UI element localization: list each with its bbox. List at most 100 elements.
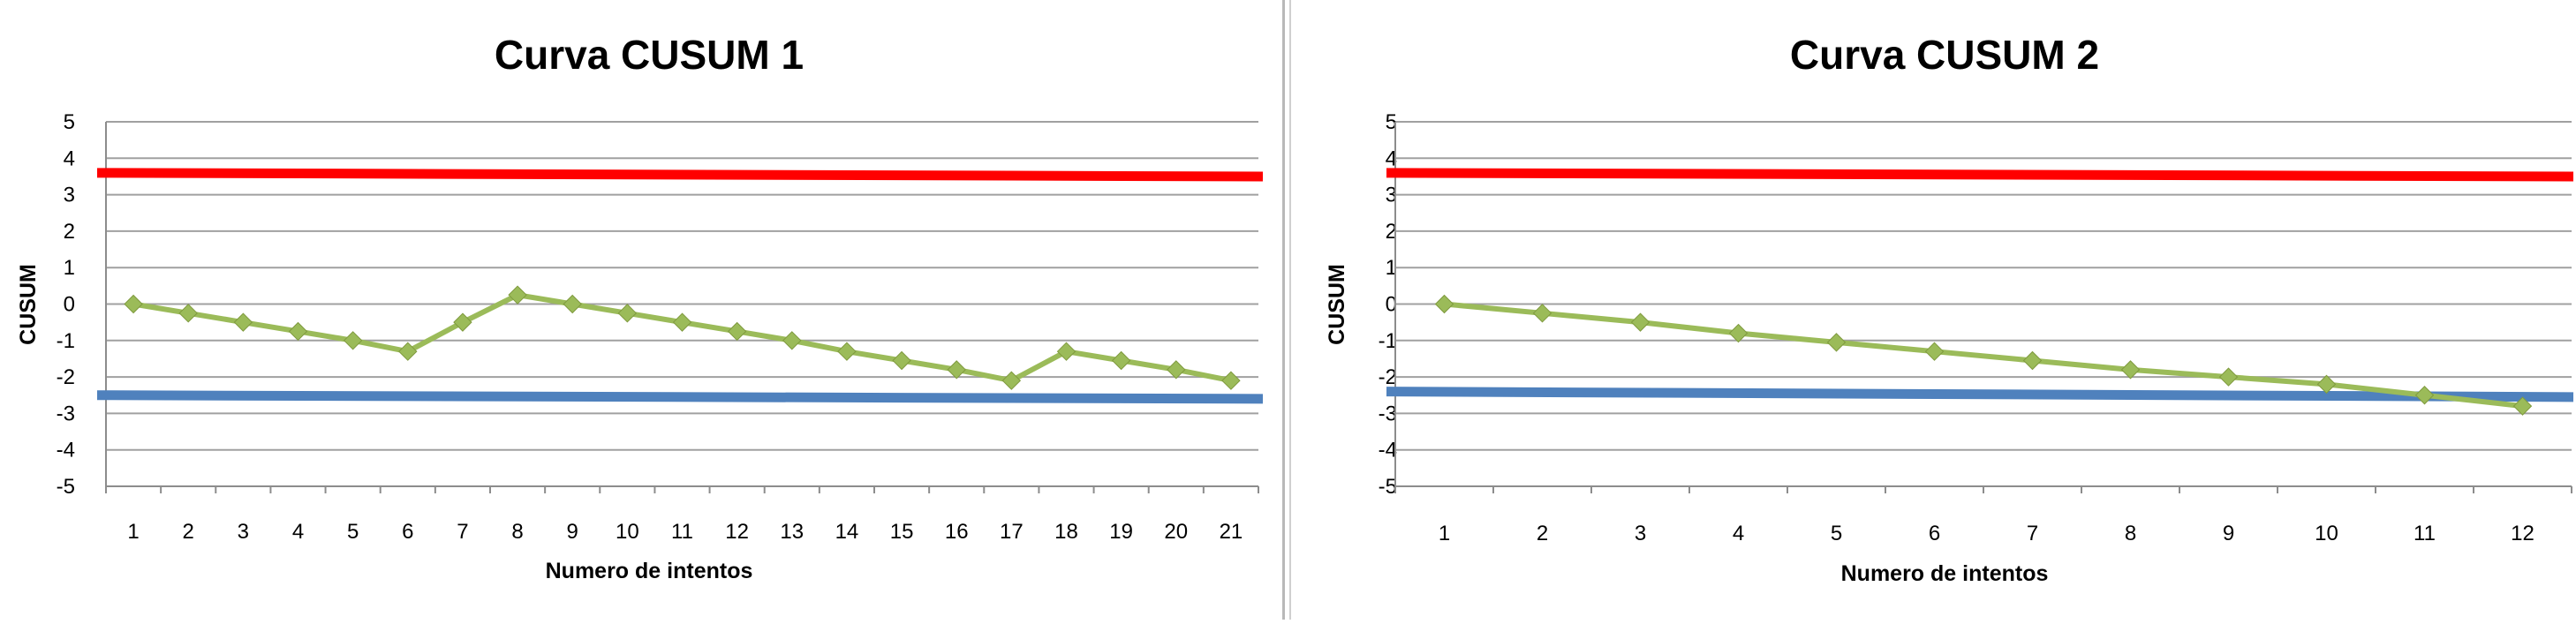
data-point — [1434, 294, 1454, 314]
x-tick-label: 12 — [725, 520, 749, 544]
x-tick-label: 13 — [780, 520, 804, 544]
x-tick-label: 3 — [1635, 522, 1646, 545]
data-point — [1826, 333, 1847, 352]
x-tick-label: 9 — [567, 520, 578, 544]
data-point — [124, 294, 143, 314]
x-tick-label: 5 — [1831, 522, 1842, 545]
x-tick-label: 10 — [2315, 522, 2338, 545]
data-point — [288, 321, 308, 342]
data-point — [563, 294, 582, 314]
data-point — [2512, 396, 2533, 416]
data-point — [727, 321, 747, 342]
y-tick-label: -2 — [1379, 365, 1397, 389]
x-tick-label: 7 — [2027, 522, 2038, 545]
y-tick-label: -3 — [57, 402, 75, 425]
x-tick-label: 5 — [347, 520, 359, 544]
data-point — [1221, 371, 1241, 390]
data-point — [617, 304, 638, 323]
data-point — [178, 304, 198, 323]
y-tick-label: -1 — [1379, 329, 1397, 353]
data-point — [398, 342, 418, 361]
y-tick-label: -2 — [57, 365, 75, 389]
data-point — [343, 331, 363, 350]
x-tick-label: 4 — [292, 520, 304, 544]
x-tick-label: 7 — [457, 520, 468, 544]
y-tick-label: -1 — [57, 329, 75, 353]
chart-panel-2: Curva CUSUM 2 5 4 3 2 1 0 -1 -2 -3 -4 -5 1 2 3 4 5 6 7 8 9 10… — [1289, 0, 2576, 620]
data-point — [2218, 367, 2239, 387]
y-tick-label: 3 — [1386, 184, 1397, 207]
x-tick-label: 2 — [183, 520, 194, 544]
data-point — [1001, 371, 1022, 390]
x-tick-label: 9 — [2223, 522, 2234, 545]
lower-limit-line — [1386, 387, 2574, 402]
y-tick-label: -4 — [1379, 439, 1397, 462]
data-point — [2120, 360, 2141, 380]
data-point — [672, 312, 692, 332]
x-tick-label: 8 — [2125, 522, 2136, 545]
chart-panel-1: Curva CUSUM 1 5 4 3 2 1 0 -1 -2 -3 -4 -5 1 2 3 4 5 6 7 8 9 10… — [0, 0, 1285, 620]
data-point — [1167, 360, 1186, 380]
y-tick-label: 4 — [64, 147, 75, 170]
x-tick-label: 20 — [1164, 520, 1188, 544]
series-line — [1444, 301, 2523, 410]
x-tick-label: 10 — [616, 520, 639, 544]
data-point — [1056, 342, 1076, 361]
data-point — [1111, 350, 1131, 371]
data-point — [837, 342, 857, 361]
lower-limit-line — [96, 390, 1264, 404]
x-tick-label: 11 — [2414, 522, 2436, 545]
data-point — [892, 350, 911, 371]
data-point — [453, 312, 472, 332]
x-tick-label: 15 — [890, 520, 914, 544]
upper-limit-line — [96, 168, 1264, 182]
x-tick-label: 12 — [2511, 522, 2534, 545]
x-tick-label: 8 — [511, 520, 523, 544]
data-point — [1630, 312, 1651, 332]
y-tick-label: -4 — [57, 439, 75, 462]
x-axis-label: Numero de intentos — [1841, 561, 2049, 586]
upper-limit-line — [1386, 168, 2574, 182]
x-tick-label: 21 — [1220, 520, 1243, 544]
x-tick-label: 11 — [671, 520, 693, 544]
x-tick-label: 6 — [1929, 522, 1940, 545]
x-tick-label: 17 — [1000, 520, 1024, 544]
data-point — [1728, 323, 1749, 343]
x-tick-label: 1 — [1439, 522, 1450, 545]
x-tick-label: 2 — [1537, 522, 1548, 545]
x-tick-label: 16 — [945, 520, 969, 544]
y-tick-label: 0 — [64, 293, 75, 317]
data-point — [1924, 342, 1945, 361]
data-point — [508, 285, 527, 304]
data-point — [947, 360, 966, 380]
x-tick-label: 4 — [1733, 522, 1744, 545]
x-tick-label: 18 — [1054, 520, 1078, 544]
y-tick-label: 3 — [64, 184, 75, 207]
data-point — [2414, 386, 2435, 405]
x-tick-label: 6 — [402, 520, 413, 544]
x-tick-label: 1 — [127, 520, 139, 544]
chart-title: Curva CUSUM 2 — [1790, 32, 2099, 78]
x-axis-label: Numero de intentos — [546, 559, 753, 583]
y-tick-label: -5 — [57, 475, 75, 499]
y-tick-label: -5 — [1379, 475, 1397, 499]
data-point — [2022, 350, 2043, 371]
y-tick-label: 0 — [1386, 293, 1397, 317]
y-tick-label: 1 — [1386, 256, 1397, 280]
y-tick-label: 1 — [64, 256, 75, 280]
x-tick-label: 3 — [238, 520, 249, 544]
y-tick-label: -3 — [1379, 402, 1397, 425]
y-axis-label: CUSUM — [16, 264, 41, 345]
data-point — [2316, 374, 2337, 395]
y-tick-label: 2 — [1386, 220, 1397, 244]
chart-title: Curva CUSUM 1 — [495, 32, 804, 78]
y-tick-label: 5 — [64, 110, 75, 134]
y-tick-label: 4 — [1386, 147, 1397, 170]
data-point — [1532, 304, 1552, 323]
y-axis-label: CUSUM — [1325, 264, 1349, 345]
